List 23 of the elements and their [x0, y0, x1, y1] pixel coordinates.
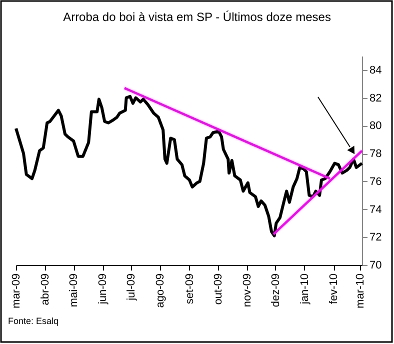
y-tick-label: 76 [370, 176, 382, 188]
source-note: Fonte: Esalq [8, 316, 59, 326]
x-tick-label: fev-10 [328, 274, 340, 304]
y-tick-label: 80 [370, 120, 382, 132]
x-tick-label: ago-09 [154, 274, 167, 308]
y-tick-label: 74 [370, 204, 382, 216]
x-tick-label: mai-09 [68, 274, 80, 308]
chart-title: Arroba do boi à vista em SP - Últimos doze meses [63, 10, 331, 24]
y-tick-label: 82 [370, 92, 382, 104]
y-tick-label: 70 [370, 260, 382, 272]
x-tick-label: jun-09 [97, 274, 110, 306]
x-tick-label: out-09 [212, 274, 224, 305]
x-tick-label: jan-10 [298, 274, 311, 306]
x-tick-label: abr-09 [40, 274, 52, 306]
y-tick-label: 78 [370, 148, 382, 160]
y-tick-label: 72 [370, 232, 382, 244]
y-tick-label: 84 [370, 64, 382, 76]
x-tick-label: set-09 [184, 274, 196, 304]
x-tick-label: nov-09 [241, 274, 254, 308]
x-tick-label: dez-09 [270, 274, 282, 308]
x-tick-label: mar-10 [354, 274, 367, 308]
x-tick-label: mar-09 [10, 274, 22, 308]
x-tick-label: jul-09 [126, 274, 138, 302]
